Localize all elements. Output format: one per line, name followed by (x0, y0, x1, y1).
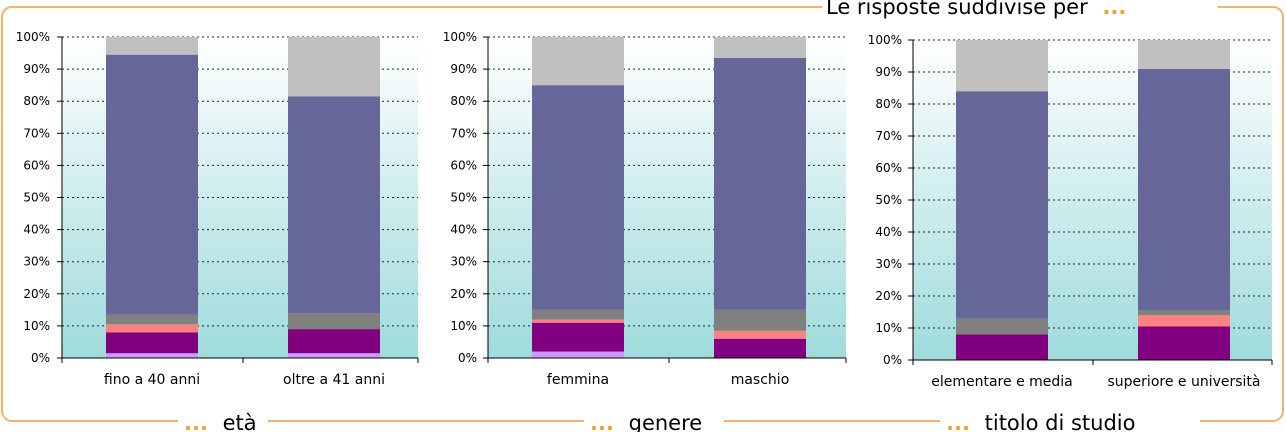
bar-segment (956, 91, 1048, 319)
y-tick-label: 90% (450, 62, 477, 76)
y-tick-label: 50% (23, 191, 50, 205)
y-tick-label: 0% (458, 351, 477, 365)
bar-segment (1138, 40, 1230, 69)
bar-segment (532, 351, 624, 358)
bar-segment (288, 353, 380, 358)
bar-segment (532, 309, 624, 320)
y-tick-label: 50% (450, 191, 477, 205)
bar-segment (714, 330, 806, 339)
bar-segment (106, 332, 198, 354)
bar-segment (956, 318, 1048, 335)
y-tick-label: 90% (875, 65, 902, 79)
header-title-dots: ... (1102, 0, 1126, 19)
bar-segment (714, 57, 806, 310)
y-tick-label: 40% (23, 223, 50, 237)
charts: 0% 10% 20% 30% 40% 50% 60% 70% 80% 90% 100% fino a … (16, 30, 1273, 390)
footer: ... età ... genere ... titolo di studio (178, 410, 1200, 432)
chart-panel-3: 0% 10% 20% 30% 40% 50% 60% 70% 80% 90% 100% element… (868, 33, 1273, 390)
header-title-prefix: Le risposte suddivise per (826, 0, 1088, 19)
y-tick-label: 10% (875, 321, 902, 335)
bar-segment (1138, 68, 1230, 311)
y-tick-label: 90% (23, 62, 50, 76)
footer-label-eta: ... età (184, 411, 257, 432)
bar-segment (532, 322, 624, 352)
bar-segment (106, 324, 198, 333)
footer-dots: ... (946, 411, 970, 432)
y-tick-label: 20% (875, 289, 902, 303)
bar-segment (288, 329, 380, 354)
y-tick-label: 10% (450, 319, 477, 333)
bar-segment (1138, 326, 1230, 360)
bar-segment (106, 314, 198, 325)
footer-label-genere: ... genere (590, 411, 702, 432)
y-tick-label: 60% (875, 161, 902, 175)
y-tick-label: 100% (443, 30, 477, 44)
y-tick-label: 30% (875, 257, 902, 271)
bar-segment (956, 334, 1048, 360)
bar-segment (106, 353, 198, 358)
footer-label-text: titolo di studio (985, 411, 1136, 432)
chart-panel-1: 0% 10% 20% 30% 40% 50% 60% 70% 80% 90% 100% fino a … (16, 30, 419, 388)
x-category-label: superiore e università (1108, 374, 1261, 390)
x-category-label: elementare e media (931, 374, 1073, 390)
y-tick-label: 70% (875, 129, 902, 143)
y-tick-label: 100% (16, 30, 50, 44)
x-category-label: femmina (547, 372, 609, 388)
x-category-label: oltre a 41 anni (283, 372, 385, 388)
bar-segment (532, 37, 624, 86)
y-tick-label: 40% (875, 225, 902, 239)
bar-segment (714, 37, 806, 58)
footer-dots: ... (184, 411, 208, 432)
bar-segment (956, 40, 1048, 92)
y-tick-label: 70% (23, 126, 50, 140)
y-tick-label: 30% (23, 255, 50, 269)
bar-segment (532, 319, 624, 323)
footer-label-titolo: ... titolo di studio (946, 411, 1135, 432)
y-tick-label: 20% (450, 287, 477, 301)
bar-segment (288, 96, 380, 314)
footer-label-text: età (223, 411, 257, 432)
bar-segment (288, 313, 380, 330)
bar-segment (288, 37, 380, 97)
x-category-label: fino a 40 anni (104, 372, 200, 388)
bar-segment (106, 54, 198, 315)
y-tick-label: 50% (875, 193, 902, 207)
y-tick-label: 80% (875, 97, 902, 111)
bar-segment (714, 338, 806, 358)
header-title: Le risposte suddivise per ... (826, 0, 1126, 19)
bar-segment (714, 309, 806, 331)
bar-segment (106, 37, 198, 55)
y-tick-label: 100% (868, 33, 902, 47)
header: Le risposte suddivise per ... (822, 0, 1218, 19)
y-tick-label: 30% (450, 255, 477, 269)
y-tick-label: 60% (23, 158, 50, 172)
y-tick-label: 80% (450, 94, 477, 108)
y-tick-label: 60% (450, 158, 477, 172)
chart-panel-2: 0% 10% 20% 30% 40% 50% 60% 70% 80% 90% 100% femmina… (443, 30, 847, 388)
footer-dots: ... (590, 411, 614, 432)
bar-segment (532, 85, 624, 310)
y-tick-label: 20% (23, 287, 50, 301)
y-tick-label: 40% (450, 223, 477, 237)
footer-label-text: genere (629, 411, 703, 432)
x-category-label: maschio (731, 372, 790, 388)
y-tick-label: 80% (23, 94, 50, 108)
y-tick-label: 0% (31, 351, 50, 365)
y-tick-label: 70% (450, 126, 477, 140)
y-tick-label: 0% (883, 353, 902, 367)
y-tick-label: 10% (23, 319, 50, 333)
bar-segment (1138, 310, 1230, 316)
bar-segment (1138, 315, 1230, 327)
